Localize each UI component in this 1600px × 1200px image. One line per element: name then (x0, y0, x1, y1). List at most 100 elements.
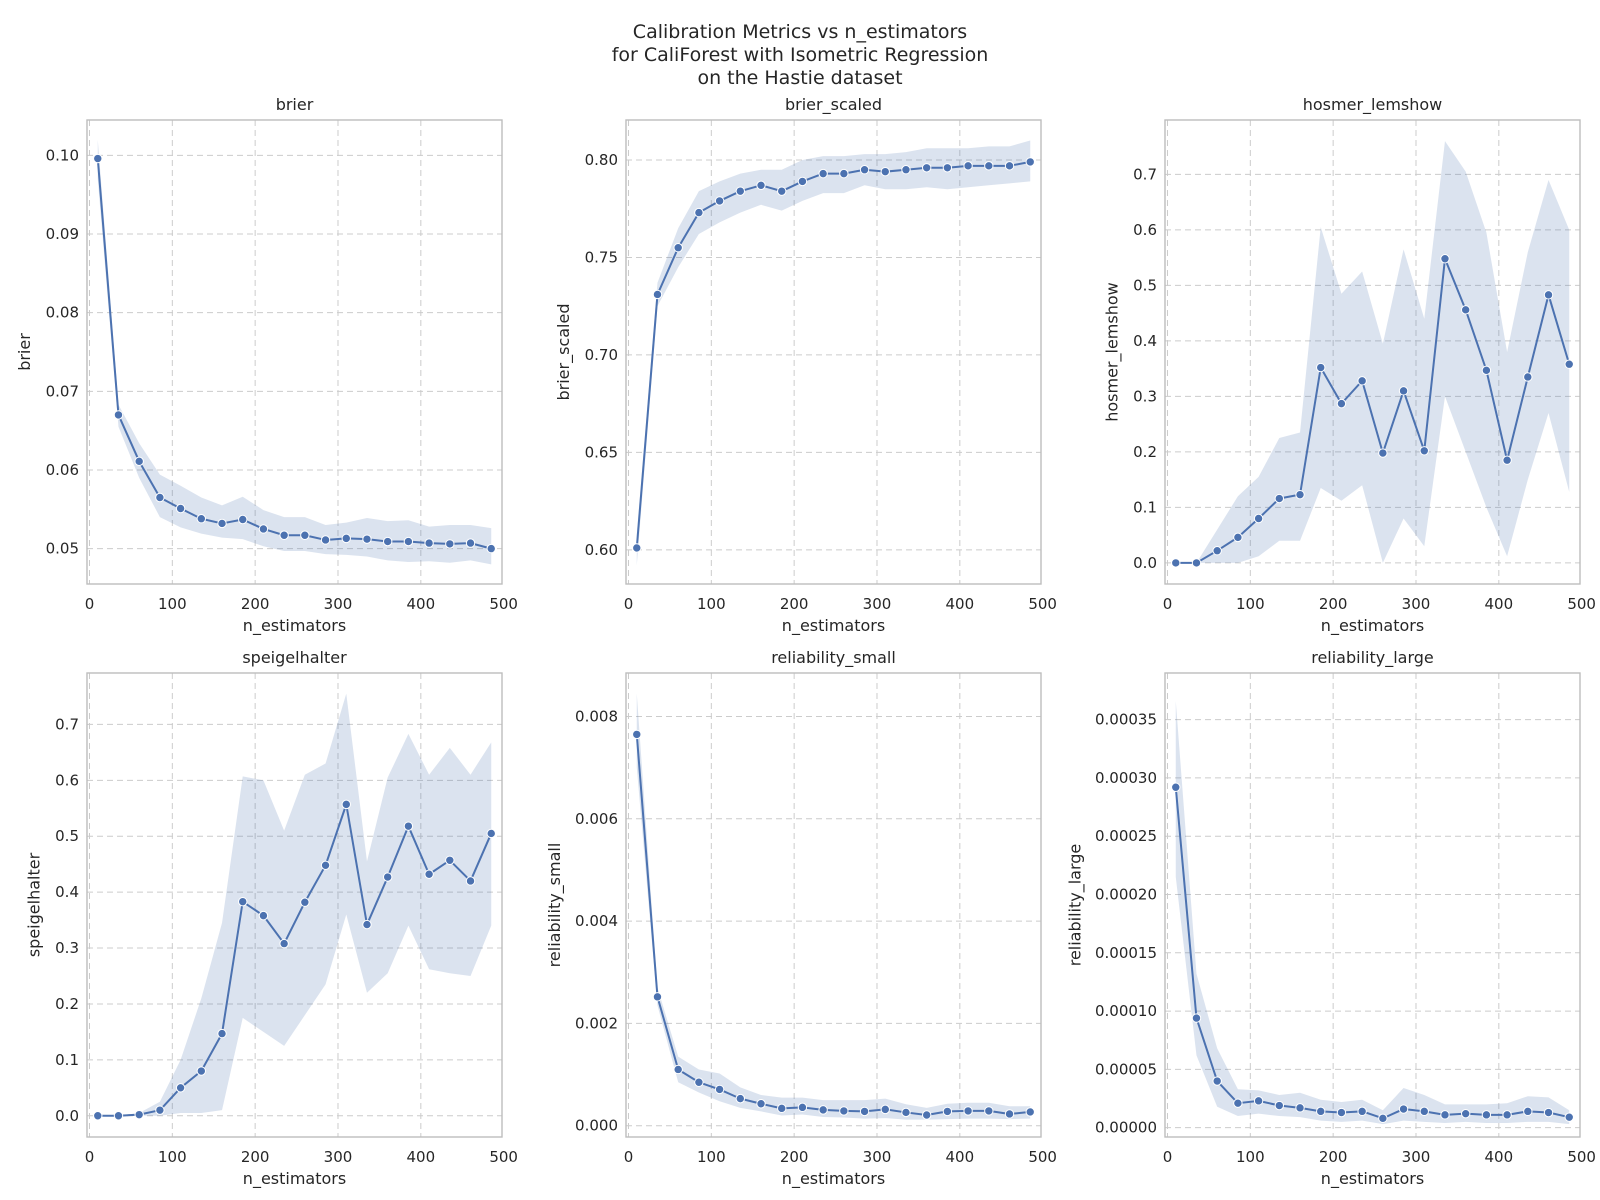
data-point (1523, 372, 1533, 382)
x-axis-label: n_estimators (243, 1169, 346, 1189)
figure-title-line-2: for CaliForest with Isometric Regression (612, 44, 989, 66)
data-point (839, 168, 849, 179)
data-point (300, 897, 310, 907)
y-tick-label: 0.000 (575, 1117, 618, 1135)
axes-frame (1164, 119, 1581, 585)
data-point (403, 536, 414, 547)
panels-grid: 0 100 200 300 400 5000.050.060.070.080.090.10… (15, 95, 1596, 1189)
data-point (341, 799, 351, 810)
axes-frame (625, 119, 1042, 585)
chart-panel-hosmer_lemshow: 0 100 200 300 400 500 0.0 0.1 0.2 0.3 0.4 0.5 0.6 0.7… (1102, 95, 1596, 636)
x-tick-label: 100 (697, 595, 726, 613)
y-tick-label: 0.70 (585, 346, 618, 364)
x-tick-label: 300 (863, 595, 892, 613)
x-axis-label: n_estimators (1321, 616, 1424, 636)
data-point (818, 1105, 828, 1115)
data-point (93, 1111, 103, 1121)
y-tick-label: 0.3 (55, 939, 79, 957)
axes-frame (1164, 672, 1581, 1138)
data-point (1564, 359, 1574, 369)
data-point (735, 186, 746, 196)
y-tick-label: 0.00030 (1095, 769, 1157, 787)
x-tick-label: 400 (407, 1148, 436, 1166)
y-tick-label: 0.10 (46, 146, 79, 164)
data-point (735, 1093, 746, 1104)
data-point (320, 860, 331, 871)
x-tick-label: 400 (946, 595, 975, 613)
data-point (714, 196, 725, 206)
y-tick-label: 0.00005 (1095, 1060, 1157, 1078)
data-point (1543, 290, 1554, 300)
data-point (300, 530, 310, 540)
x-tick-label: 200 (241, 1148, 270, 1166)
data-point (901, 165, 911, 175)
x-tick-label: 300 (324, 1148, 353, 1166)
panel-title: speigelhalter (242, 648, 347, 667)
x-tick-label: 0 (1163, 1148, 1173, 1166)
series-line (97, 803, 493, 1117)
data-point (1357, 1106, 1367, 1117)
data-point (921, 163, 932, 173)
y-tick-label: 0.75 (585, 248, 618, 266)
x-tick-label: 500 (1028, 595, 1057, 613)
data-point (1274, 493, 1285, 504)
data-point (880, 166, 890, 177)
chart-panel-brier: 0 100 200 300 400 500 0.05 0.06 0.07 0.08 0.09 0.10… (15, 95, 518, 636)
axes-frame (625, 672, 1042, 1138)
x-tick-label: 200 (241, 595, 270, 613)
data-point (279, 938, 289, 949)
data-point (1212, 1076, 1222, 1086)
y-tick-label: 0.65 (585, 443, 618, 461)
y-axis-label: reliability_small (545, 843, 565, 968)
y-tick-label: 0.7 (55, 715, 79, 733)
data-point (134, 1109, 144, 1120)
y-tick-label: 0.002 (575, 1014, 618, 1032)
axes-frame (86, 672, 503, 1138)
data-point (984, 161, 994, 171)
y-tick-label: 0.4 (1133, 332, 1157, 350)
data-point (155, 1105, 165, 1115)
data-point (839, 1106, 849, 1116)
data-point (1253, 1096, 1264, 1106)
data-point (1025, 1107, 1035, 1117)
data-point (859, 1106, 870, 1117)
y-axis-label: reliability_large (1066, 844, 1086, 967)
y-tick-label: 0.5 (1133, 276, 1157, 294)
y-tick-label: 0.1 (1133, 498, 1157, 516)
y-axis-label: hosmer_lemshow (1102, 282, 1122, 422)
y-tick-label: 0.6 (1133, 221, 1157, 239)
data-point (341, 533, 351, 544)
data-point (217, 1028, 227, 1039)
panel-title: brier_scaled (785, 95, 882, 115)
data-point (714, 1084, 725, 1095)
data-point (1357, 376, 1367, 386)
x-tick-label: 200 (780, 1148, 809, 1166)
x-axis-label: n_estimators (782, 616, 885, 636)
data-point (673, 242, 683, 253)
x-tick-label: 300 (1402, 1148, 1431, 1166)
chart-panel-reliability_large: 0 100 200 300 400 500 0.00000 0.00005 0.00010 0.0… (1066, 648, 1596, 1189)
data-point (901, 1107, 911, 1118)
y-tick-label: 0.09 (46, 225, 79, 243)
data-point (859, 165, 870, 175)
figure-title-line-1: Calibration Metrics vs n_estimators (633, 21, 967, 43)
data-point (134, 456, 144, 467)
x-tick-label: 0 (624, 1148, 634, 1166)
x-axis-label: n_estimators (782, 1169, 885, 1189)
y-tick-label: 0.5 (55, 827, 79, 845)
chart-panel-speigelhalter: 0 100 200 300 400 500 0.0 0.1 0.2 0.3 0.4 0.5 0.6 0.7… (24, 648, 518, 1189)
x-tick-label: 200 (1319, 595, 1348, 613)
y-tick-label: 0.2 (55, 995, 79, 1013)
data-point (258, 524, 269, 534)
y-tick-label: 0.2 (1133, 443, 1157, 461)
data-point (1316, 362, 1326, 373)
data-point (963, 161, 973, 171)
data-point (756, 180, 766, 191)
y-tick-label: 0.3 (1133, 387, 1157, 405)
data-point (797, 176, 808, 187)
y-tick-label: 0.06 (46, 461, 79, 479)
data-point (1316, 1106, 1326, 1117)
x-tick-label: 100 (158, 1148, 187, 1166)
x-tick-label: 300 (1402, 595, 1431, 613)
